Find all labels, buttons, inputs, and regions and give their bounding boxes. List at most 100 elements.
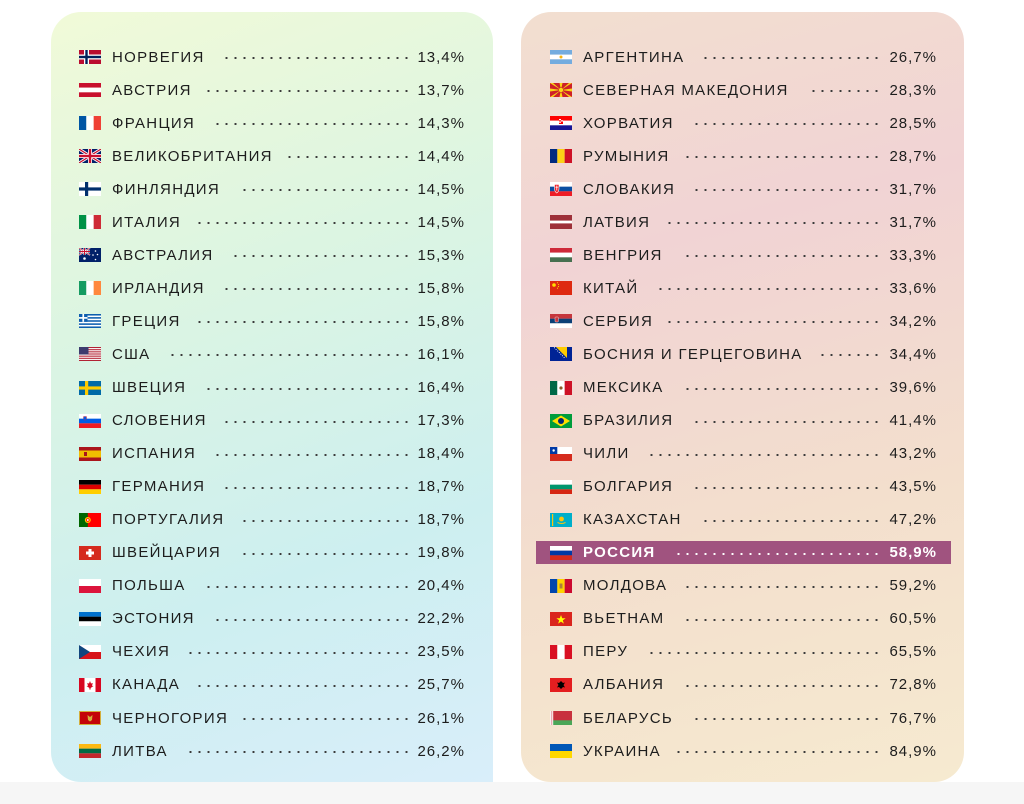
country-value: 18,4% <box>417 445 465 463</box>
country-value: 22,2% <box>417 610 465 628</box>
table-row: ИСПАНИЯ 18,4% <box>51 439 493 469</box>
table-row: ПЕРУ 65,5% <box>521 637 964 667</box>
slovenia-flag-icon <box>79 413 101 428</box>
country-value: 23,5% <box>417 643 465 661</box>
leader-dots <box>692 123 881 126</box>
country-value: 84,9% <box>889 742 937 760</box>
germany-flag-icon <box>79 479 101 494</box>
table-row: ЧЕХИЯ 23,5% <box>51 637 493 667</box>
poland-flag-icon <box>79 578 101 593</box>
country-name: РОССИЯ <box>583 544 656 562</box>
latvia-flag-icon <box>550 215 572 230</box>
table-row: БОСНИЯ И ГЕРЦЕГОВИНА 34,4% <box>521 339 964 369</box>
table-row: РУМЫНИЯ 28,7% <box>521 141 964 171</box>
country-name: АЛБАНИЯ <box>583 676 665 694</box>
hungary-flag-icon <box>550 248 572 263</box>
leader-dots <box>240 552 409 555</box>
country-value: 16,4% <box>417 379 465 396</box>
leader-dots <box>240 519 409 522</box>
country-value: 15,8% <box>417 312 465 330</box>
italy-flag-icon <box>79 215 101 230</box>
table-row: СЕРБИЯ 34,2% <box>521 306 964 336</box>
leader-dots <box>683 387 881 390</box>
leader-dots <box>692 420 881 423</box>
table-row: КИТАЙ 33,6% <box>521 273 964 303</box>
country-value: 20,4% <box>417 577 465 595</box>
switzerland-flag-icon <box>79 545 101 560</box>
country-name: КАЗАХСТАН <box>583 511 682 529</box>
country-value: 59,2% <box>889 577 937 595</box>
country-name: ХОРВАТИЯ <box>583 114 674 132</box>
table-row: МОЛДОВА 59,2% <box>521 571 964 601</box>
leader-dots <box>692 718 881 720</box>
country-value: 15,8% <box>417 279 465 297</box>
leader-dots <box>195 684 409 687</box>
moldova-flag-icon <box>550 578 572 593</box>
table-row: ИРЛАНДИЯ 15,8% <box>51 273 493 303</box>
estonia-flag-icon <box>79 611 101 626</box>
croatia-flag-icon <box>550 116 572 131</box>
country-name: БЕЛАРУСЬ <box>583 709 673 727</box>
country-name: ПОРТУГАЛИЯ <box>112 511 225 529</box>
country-name: ЧИЛИ <box>583 445 630 463</box>
highlight-bar <box>536 540 951 564</box>
country-value: 26,7% <box>889 48 937 66</box>
country-value: 34,4% <box>889 345 937 363</box>
leader-dots <box>665 321 881 324</box>
sweden-flag-icon <box>79 380 101 395</box>
table-row: ЛАТВИЯ 31,7% <box>521 207 964 237</box>
table-row: ГРЕЦИЯ 15,8% <box>51 306 493 336</box>
table-row: АВСТРИЯ 13,7% <box>51 75 493 105</box>
leader-dots <box>240 718 409 720</box>
peru-flag-icon <box>550 644 572 659</box>
albania-flag-icon <box>550 677 572 692</box>
table-row: ИТАЛИЯ 14,5% <box>51 207 493 237</box>
table-row: ЧЕРНОГОРИЯ 26,1% <box>51 703 493 733</box>
table-row: США 16,1% <box>51 339 493 369</box>
leader-dots <box>240 189 409 192</box>
country-name: СЕВЕРНАЯ МАКЕДОНИЯ <box>583 81 789 99</box>
country-name: ЭСТОНИЯ <box>112 610 195 628</box>
country-value: 14,4% <box>417 147 465 165</box>
belarus-flag-icon <box>550 711 572 725</box>
leader-dots <box>683 156 881 159</box>
country-value: 18,7% <box>417 511 465 529</box>
ireland-flag-icon <box>79 281 101 296</box>
country-name: ГРЕЦИЯ <box>112 312 181 330</box>
leader-dots <box>204 90 409 93</box>
country-value: 60,5% <box>889 610 937 628</box>
uk-flag-icon <box>79 149 101 164</box>
lithuania-flag-icon <box>79 744 101 759</box>
country-value: 14,3% <box>417 114 465 132</box>
country-value: 17,3% <box>417 412 465 430</box>
ukraine-flag-icon <box>550 744 572 759</box>
leader-dots <box>195 321 409 324</box>
table-row: УКРАИНА 84,9% <box>521 736 964 766</box>
portugal-flag-icon <box>79 512 101 527</box>
leader-dots <box>213 618 409 621</box>
bulgaria-flag-icon <box>550 479 572 494</box>
country-value: 39,6% <box>889 379 937 396</box>
table-row: ГЕРМАНИЯ 18,7% <box>51 472 493 502</box>
china-flag-icon <box>550 281 572 296</box>
country-name: КАНАДА <box>112 676 181 694</box>
country-name: ИРЛАНДИЯ <box>112 279 205 297</box>
country-name: БРАЗИЛИЯ <box>583 412 674 430</box>
country-name: КИТАЙ <box>583 279 639 297</box>
table-row: АЛБАНИЯ 72,8% <box>521 670 964 700</box>
left-column-panel: НОРВЕГИЯ 13,4% АВСТРИЯ 13,7% ФРАНЦИЯ 14,3% ВЕЛ… <box>51 12 493 782</box>
leader-dots <box>222 486 409 489</box>
right-column-panel: АРГЕНТИНА 26,7% СЕВЕРНАЯ МАКЕДОНИЯ 28,3% ХОР… <box>521 12 964 782</box>
country-name: МОЛДОВА <box>583 577 668 595</box>
table-row: РОССИЯ 58,9% <box>521 538 964 568</box>
table-row: БОЛГАРИЯ 43,5% <box>521 472 964 502</box>
country-name: ШВЕЙЦАРИЯ <box>112 544 221 562</box>
table-row: ВЬЕТНАМ 60,5% <box>521 604 964 634</box>
leader-dots <box>665 222 881 225</box>
country-name: УКРАИНА <box>583 742 661 760</box>
leader-dots <box>213 453 409 456</box>
country-value: 14,5% <box>417 213 465 231</box>
table-row: ЛИТВА 26,2% <box>51 736 493 766</box>
leader-dots <box>222 57 409 59</box>
country-value: 47,2% <box>889 511 937 529</box>
